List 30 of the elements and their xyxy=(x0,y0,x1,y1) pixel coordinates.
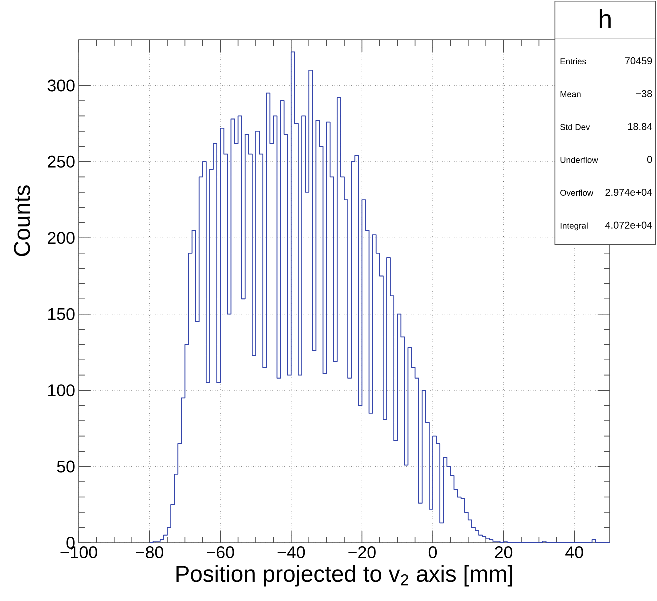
x-tick-label: −100 xyxy=(60,546,98,559)
x-tick-label: 40 xyxy=(566,546,584,559)
y-tick-label: 250 xyxy=(48,156,75,168)
annotation: Overflow xyxy=(560,190,594,196)
text: 70459 xyxy=(625,58,652,65)
x-tick-label: −80 xyxy=(136,546,164,559)
text: 18.84 xyxy=(628,123,652,130)
text: h xyxy=(600,10,611,28)
y-tick-label: 50 xyxy=(57,460,75,473)
x-tick-label: −20 xyxy=(348,546,376,559)
text: 0 xyxy=(647,156,652,164)
y-tick-label: 200 xyxy=(48,232,75,244)
x-tick-label: −60 xyxy=(207,546,234,559)
annotation: 2.974e+04 xyxy=(606,189,652,196)
x-tick-label: −40 xyxy=(278,546,306,559)
x-tick-label: 20 xyxy=(495,546,513,559)
annotation: Underflow xyxy=(560,156,598,164)
annotation: Integral xyxy=(560,222,588,231)
x-tick-label: 0 xyxy=(428,546,438,559)
y-tick-label: 0 xyxy=(66,537,75,549)
annotation: Entries xyxy=(560,58,586,65)
y-tick-label: 300 xyxy=(48,80,75,92)
annotation: Std Dev xyxy=(560,124,590,130)
y-tick-label: 100 xyxy=(48,384,75,397)
x-axis-title: Position projected to v$_{2}$ axis [mm] xyxy=(176,565,512,587)
annotation: Mean xyxy=(560,92,581,98)
annotation: 4.072e+04 xyxy=(605,222,652,229)
y-axis-title: Counts xyxy=(14,186,30,256)
text: −38 xyxy=(636,90,652,98)
y-tick-label: 150 xyxy=(48,308,75,320)
